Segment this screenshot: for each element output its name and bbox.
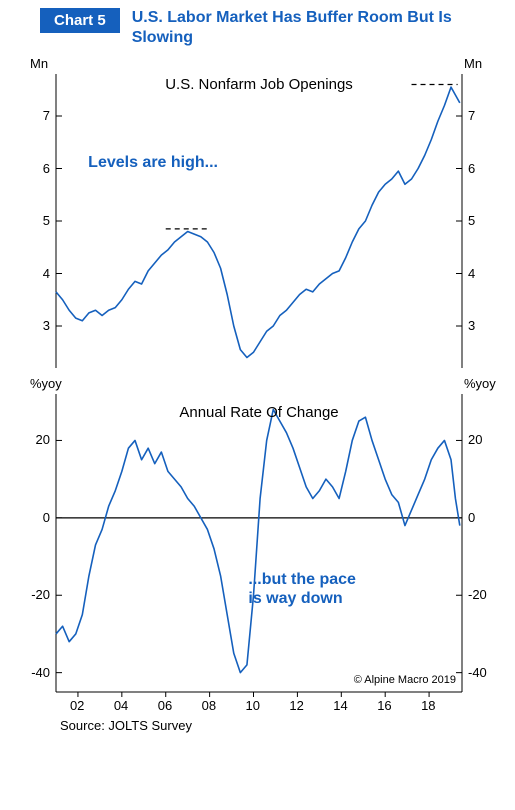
y-axis-unit-right: Mn <box>464 56 482 71</box>
y-tick-label: 5 <box>43 213 50 228</box>
y-tick-label: 0 <box>468 510 475 525</box>
x-tick-label: 14 <box>333 698 347 713</box>
y-tick-label: 20 <box>468 432 482 447</box>
chart-annotation: ...but the pace is way down <box>248 570 356 608</box>
x-tick-label: 12 <box>289 698 303 713</box>
upper-chart-panel: 3 3 4 4 5 5 6 6 7 7 Mn Mn U.S. Nonfarm Job Openings L… <box>8 56 507 376</box>
y-tick-label: 4 <box>43 266 50 281</box>
chart-svg <box>8 56 507 376</box>
chart-annotation: Levels are high... <box>88 153 218 172</box>
data-series-line <box>56 409 460 672</box>
charts-container: 3 3 4 4 5 5 6 6 7 7 Mn Mn U.S. Nonfarm Job Openings L… <box>0 52 515 716</box>
y-tick-label: 0 <box>43 510 50 525</box>
chart-header: Chart 5 U.S. Labor Market Has Buffer Roo… <box>0 0 515 52</box>
y-tick-label: 3 <box>468 318 475 333</box>
x-tick-label: 10 <box>246 698 260 713</box>
data-series-line <box>56 87 460 357</box>
x-tick-label: 06 <box>158 698 172 713</box>
y-tick-label: 6 <box>468 161 475 176</box>
x-tick-label: 08 <box>202 698 216 713</box>
y-axis-unit-right: %yoy <box>464 376 496 391</box>
y-tick-label: 7 <box>43 108 50 123</box>
y-axis-unit-left: %yoy <box>30 376 62 391</box>
y-tick-label: 6 <box>43 161 50 176</box>
y-axis-unit-left: Mn <box>30 56 48 71</box>
x-tick-label: 16 <box>377 698 391 713</box>
panel-title: Annual Rate Of Change <box>164 404 354 421</box>
chart-number-badge: Chart 5 <box>40 8 120 33</box>
x-tick-label: 02 <box>70 698 84 713</box>
x-tick-label: 18 <box>421 698 435 713</box>
source-label: Source: JOLTS Survey <box>0 718 515 733</box>
chart-title: U.S. Labor Market Has Buffer Room But Is… <box>132 8 503 48</box>
copyright-label: © Alpine Macro 2019 <box>354 674 456 686</box>
lower-chart-panel: -40 -40 -20 -20 0 0 20 20 02 04 06 08 10 12 14 16 18 %yoy… <box>8 376 507 716</box>
y-tick-label: 5 <box>468 213 475 228</box>
y-tick-label: 4 <box>468 266 475 281</box>
y-tick-label: 7 <box>468 108 475 123</box>
panel-title: U.S. Nonfarm Job Openings <box>164 76 354 93</box>
chart-svg <box>8 376 507 716</box>
y-tick-label: 3 <box>43 318 50 333</box>
y-tick-label: -40 <box>31 665 50 680</box>
y-tick-label: -20 <box>468 587 487 602</box>
y-tick-label: 20 <box>36 432 50 447</box>
y-tick-label: -20 <box>31 587 50 602</box>
x-tick-label: 04 <box>114 698 128 713</box>
y-tick-label: -40 <box>468 665 487 680</box>
